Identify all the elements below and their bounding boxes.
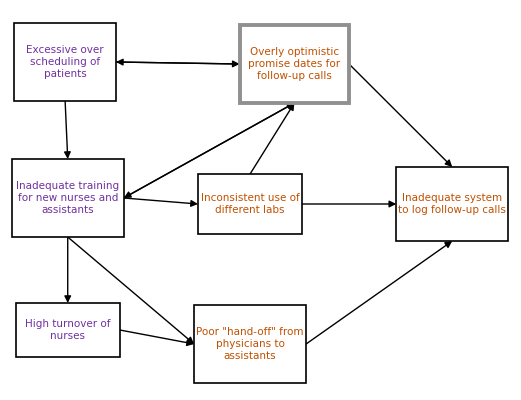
FancyBboxPatch shape <box>12 159 124 237</box>
Text: Excessive over
scheduling of
patients: Excessive over scheduling of patients <box>27 45 104 78</box>
FancyBboxPatch shape <box>16 303 120 357</box>
FancyBboxPatch shape <box>194 305 306 383</box>
FancyBboxPatch shape <box>198 174 302 234</box>
FancyBboxPatch shape <box>396 167 508 241</box>
Text: Inadequate system
to log follow-up calls: Inadequate system to log follow-up calls <box>398 193 506 215</box>
FancyBboxPatch shape <box>14 23 116 101</box>
Text: Inadequate training
for new nurses and
assistants: Inadequate training for new nurses and a… <box>16 182 119 214</box>
Text: Overly optimistic
promise dates for
follow-up calls: Overly optimistic promise dates for foll… <box>249 47 340 81</box>
FancyBboxPatch shape <box>240 25 349 103</box>
Text: Poor "hand-off" from
physicians to
assistants: Poor "hand-off" from physicians to assis… <box>196 327 304 361</box>
Text: Inconsistent use of
different labs: Inconsistent use of different labs <box>201 193 300 215</box>
Text: High turnover of
nurses: High turnover of nurses <box>25 319 110 341</box>
